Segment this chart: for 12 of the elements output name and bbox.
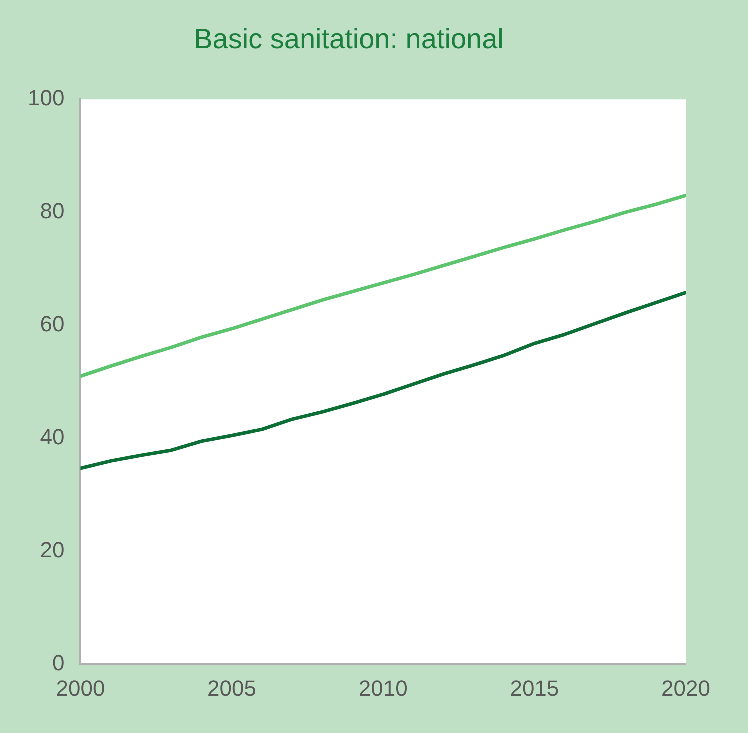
x-tick-label: 2020 <box>662 676 710 701</box>
x-tick-label: 2005 <box>208 676 257 701</box>
y-tick-label: 60 <box>40 312 65 337</box>
y-tick-label: 80 <box>40 198 65 224</box>
x-tick-label: 2010 <box>358 676 408 701</box>
y-tick-label: 20 <box>40 538 65 563</box>
y-tick-label: 0 <box>52 650 65 676</box>
y-tick-label: 40 <box>40 424 65 450</box>
x-tick-label: 2015 <box>510 676 560 701</box>
x-tick-label: 2000 <box>56 676 106 701</box>
chart-title: Basic sanitation: national <box>194 24 504 55</box>
y-tick-label: 100 <box>28 86 65 111</box>
